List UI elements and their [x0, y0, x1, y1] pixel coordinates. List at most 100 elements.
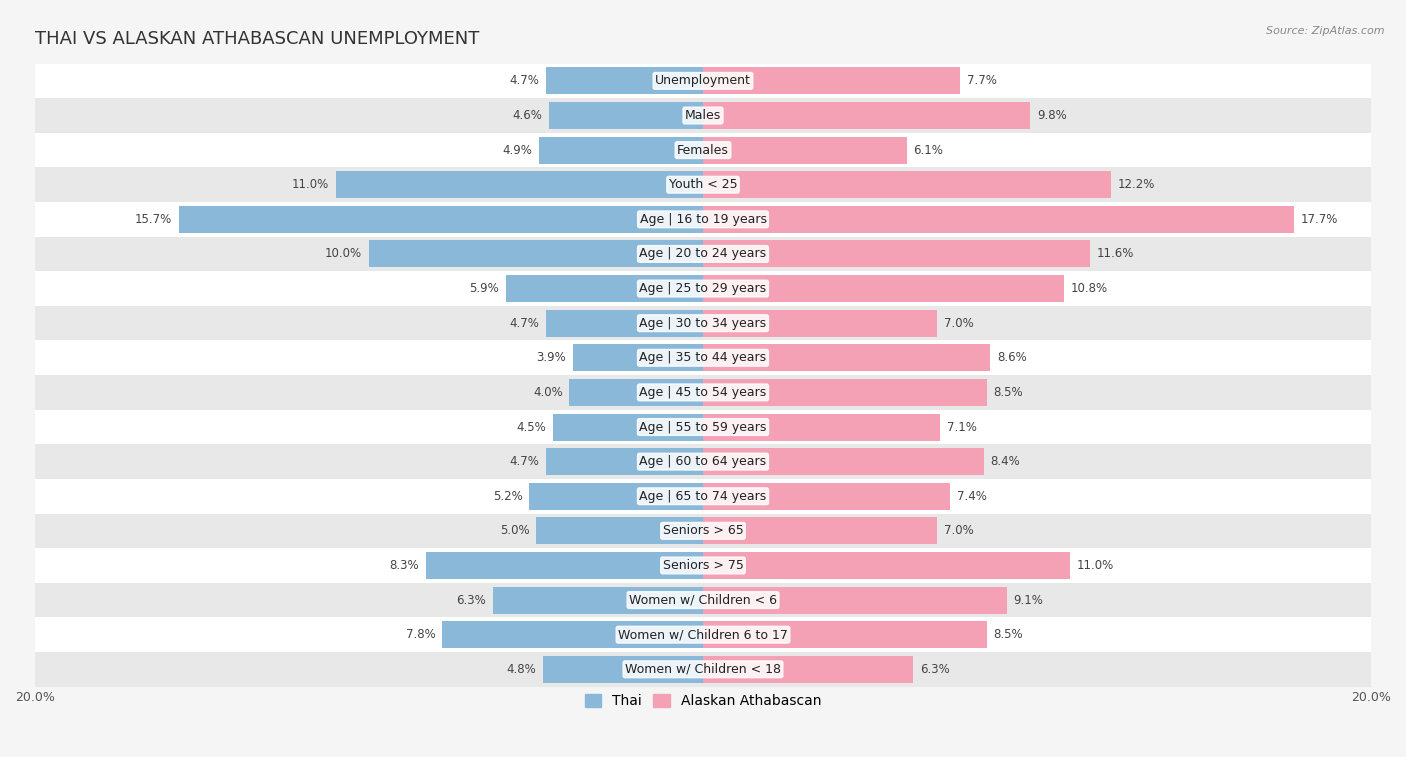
Bar [703, 136, 907, 164]
Text: 5.2%: 5.2% [494, 490, 523, 503]
Text: Women w/ Children < 18: Women w/ Children < 18 [626, 663, 780, 676]
Text: 4.7%: 4.7% [509, 316, 540, 330]
Text: 8.3%: 8.3% [389, 559, 419, 572]
Text: Youth < 25: Youth < 25 [669, 178, 737, 192]
Text: Age | 45 to 54 years: Age | 45 to 54 years [640, 386, 766, 399]
Bar [35, 64, 1371, 98]
Text: 4.9%: 4.9% [503, 144, 533, 157]
Text: Age | 16 to 19 years: Age | 16 to 19 years [640, 213, 766, 226]
Bar [426, 552, 703, 579]
Bar [35, 167, 1371, 202]
Bar [35, 306, 1371, 341]
Bar [179, 206, 703, 233]
Text: Age | 35 to 44 years: Age | 35 to 44 years [640, 351, 766, 364]
Bar [35, 513, 1371, 548]
Bar [35, 375, 1371, 410]
Text: Age | 55 to 59 years: Age | 55 to 59 years [640, 420, 766, 434]
Text: 10.8%: 10.8% [1070, 282, 1108, 295]
Bar [703, 102, 1031, 129]
Bar [703, 448, 984, 475]
Bar [35, 548, 1371, 583]
Text: 5.0%: 5.0% [499, 525, 529, 537]
Bar [703, 517, 936, 544]
Text: 4.6%: 4.6% [513, 109, 543, 122]
Bar [35, 132, 1371, 167]
Bar [35, 98, 1371, 132]
Text: Age | 65 to 74 years: Age | 65 to 74 years [640, 490, 766, 503]
Bar [35, 652, 1371, 687]
Bar [540, 136, 703, 164]
Bar [703, 621, 987, 648]
Text: Age | 60 to 64 years: Age | 60 to 64 years [640, 455, 766, 468]
Text: 9.8%: 9.8% [1038, 109, 1067, 122]
Text: Age | 20 to 24 years: Age | 20 to 24 years [640, 248, 766, 260]
Bar [546, 448, 703, 475]
Bar [336, 171, 703, 198]
Text: 7.1%: 7.1% [946, 420, 977, 434]
Text: 11.6%: 11.6% [1097, 248, 1135, 260]
Bar [703, 241, 1091, 267]
Text: 4.5%: 4.5% [516, 420, 546, 434]
Text: Males: Males [685, 109, 721, 122]
Text: Age | 25 to 29 years: Age | 25 to 29 years [640, 282, 766, 295]
Text: 7.4%: 7.4% [957, 490, 987, 503]
Bar [703, 379, 987, 406]
Text: THAI VS ALASKAN ATHABASCAN UNEMPLOYMENT: THAI VS ALASKAN ATHABASCAN UNEMPLOYMENT [35, 30, 479, 48]
Bar [35, 271, 1371, 306]
Text: 10.0%: 10.0% [325, 248, 363, 260]
Text: 6.1%: 6.1% [914, 144, 943, 157]
Bar [703, 310, 936, 337]
Text: 7.0%: 7.0% [943, 525, 973, 537]
Bar [550, 102, 703, 129]
Text: 4.7%: 4.7% [509, 455, 540, 468]
Text: 8.5%: 8.5% [994, 628, 1024, 641]
Text: 15.7%: 15.7% [135, 213, 172, 226]
Bar [35, 410, 1371, 444]
Bar [546, 310, 703, 337]
Bar [492, 587, 703, 614]
Bar [703, 656, 914, 683]
Bar [703, 413, 941, 441]
Bar [572, 344, 703, 371]
Bar [703, 171, 1111, 198]
Text: Females: Females [678, 144, 728, 157]
Legend: Thai, Alaskan Athabascan: Thai, Alaskan Athabascan [579, 689, 827, 714]
Text: 9.1%: 9.1% [1014, 593, 1043, 606]
Text: Seniors > 75: Seniors > 75 [662, 559, 744, 572]
Bar [703, 206, 1295, 233]
Text: Unemployment: Unemployment [655, 74, 751, 87]
Text: 4.0%: 4.0% [533, 386, 562, 399]
Bar [703, 483, 950, 509]
Bar [35, 202, 1371, 237]
Bar [368, 241, 703, 267]
Bar [703, 67, 960, 95]
Bar [35, 583, 1371, 618]
Bar [35, 341, 1371, 375]
Bar [569, 379, 703, 406]
Bar [35, 444, 1371, 479]
Bar [35, 618, 1371, 652]
Bar [553, 413, 703, 441]
Bar [703, 344, 990, 371]
Bar [703, 587, 1007, 614]
Text: 6.3%: 6.3% [920, 663, 950, 676]
Text: 11.0%: 11.0% [291, 178, 329, 192]
Text: 3.9%: 3.9% [536, 351, 567, 364]
Bar [35, 479, 1371, 513]
Bar [506, 275, 703, 302]
Text: 4.7%: 4.7% [509, 74, 540, 87]
Bar [35, 237, 1371, 271]
Text: Age | 30 to 34 years: Age | 30 to 34 years [640, 316, 766, 330]
Text: 7.8%: 7.8% [406, 628, 436, 641]
Text: Source: ZipAtlas.com: Source: ZipAtlas.com [1267, 26, 1385, 36]
Text: Seniors > 65: Seniors > 65 [662, 525, 744, 537]
Text: 8.4%: 8.4% [990, 455, 1019, 468]
Text: Women w/ Children 6 to 17: Women w/ Children 6 to 17 [619, 628, 787, 641]
Text: 5.9%: 5.9% [470, 282, 499, 295]
Text: 12.2%: 12.2% [1118, 178, 1154, 192]
Text: 6.3%: 6.3% [456, 593, 486, 606]
Bar [543, 656, 703, 683]
Bar [529, 483, 703, 509]
Text: 8.5%: 8.5% [994, 386, 1024, 399]
Text: 11.0%: 11.0% [1077, 559, 1115, 572]
